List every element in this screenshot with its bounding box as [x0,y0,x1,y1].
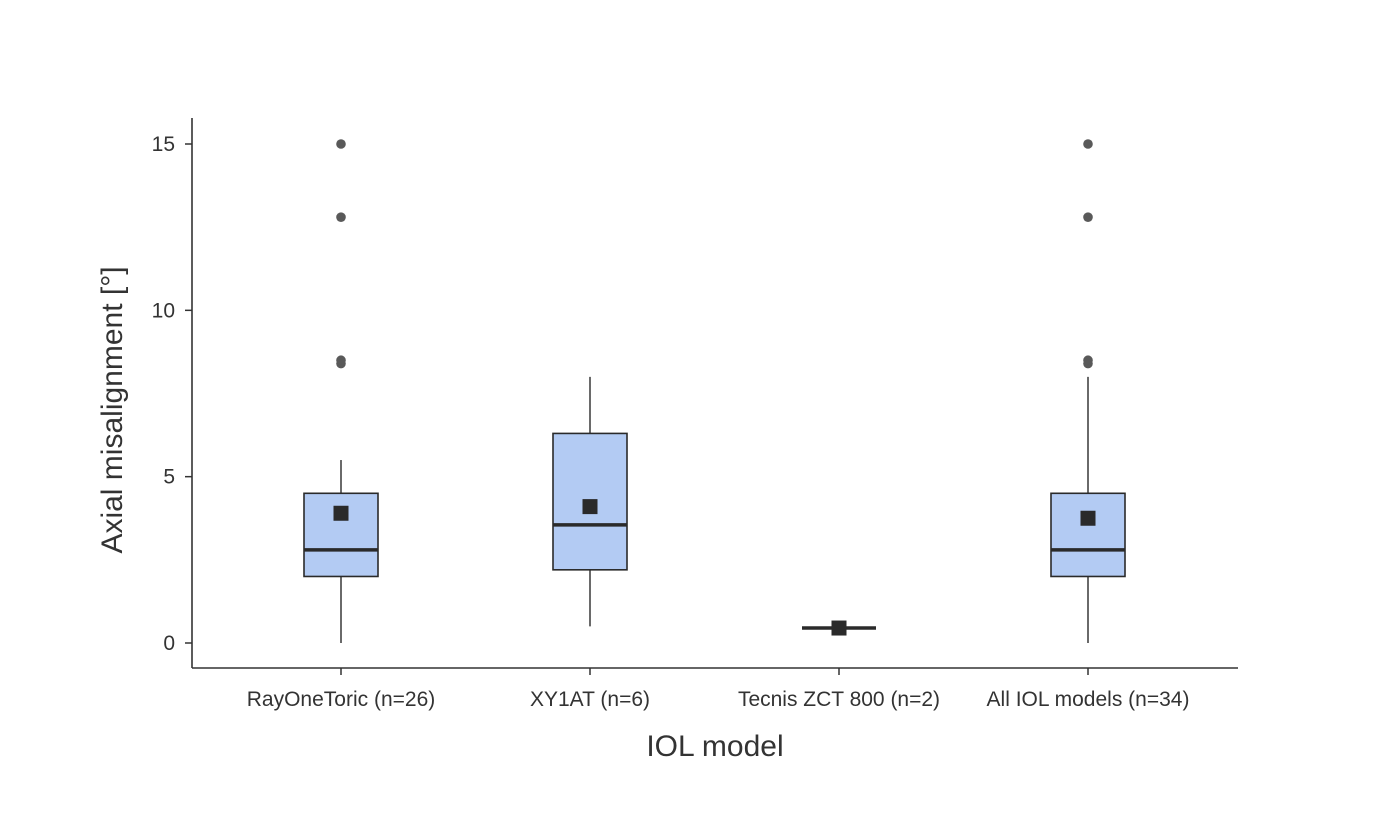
x-tick-label-3: All IOL models (n=34) [987,688,1190,711]
mean-marker [1080,510,1096,526]
outlier-point-1 [336,355,346,366]
mean-marker [582,499,598,515]
mean-marker [333,505,349,521]
box-group-1 [552,376,628,627]
outlier-point-2 [1083,212,1093,222]
y-axis-title: Axial misalignment [°] [96,266,129,553]
y-tick-label-5: 5 [163,466,175,489]
x-tick-label-0: RayOneToric (n=26) [247,688,436,711]
outlier-point-3 [336,139,346,149]
outlier-point-2 [336,212,346,222]
x-tick-label-2: Tecnis ZCT 800 (n=2) [738,688,940,711]
outlier-point-1 [1083,355,1093,366]
x-axis-title: IOL model [646,730,783,763]
plot-area [303,139,1126,643]
axes: 0 5 10 15 RayOneToric (n=26) XY1AT (n=6) Tecni… [152,133,1190,711]
mean-marker [831,620,847,636]
box-group-3 [1050,139,1126,643]
iqr-box [1050,492,1126,578]
outlier-point-3 [1083,139,1093,149]
y-tick-label-10: 10 [152,299,175,322]
box-group-0 [303,139,379,643]
box-group-2 [802,620,876,636]
y-tick-label-15: 15 [152,133,175,156]
y-tick-label-0: 0 [163,632,175,655]
x-tick-label-1: XY1AT (n=6) [530,688,650,711]
